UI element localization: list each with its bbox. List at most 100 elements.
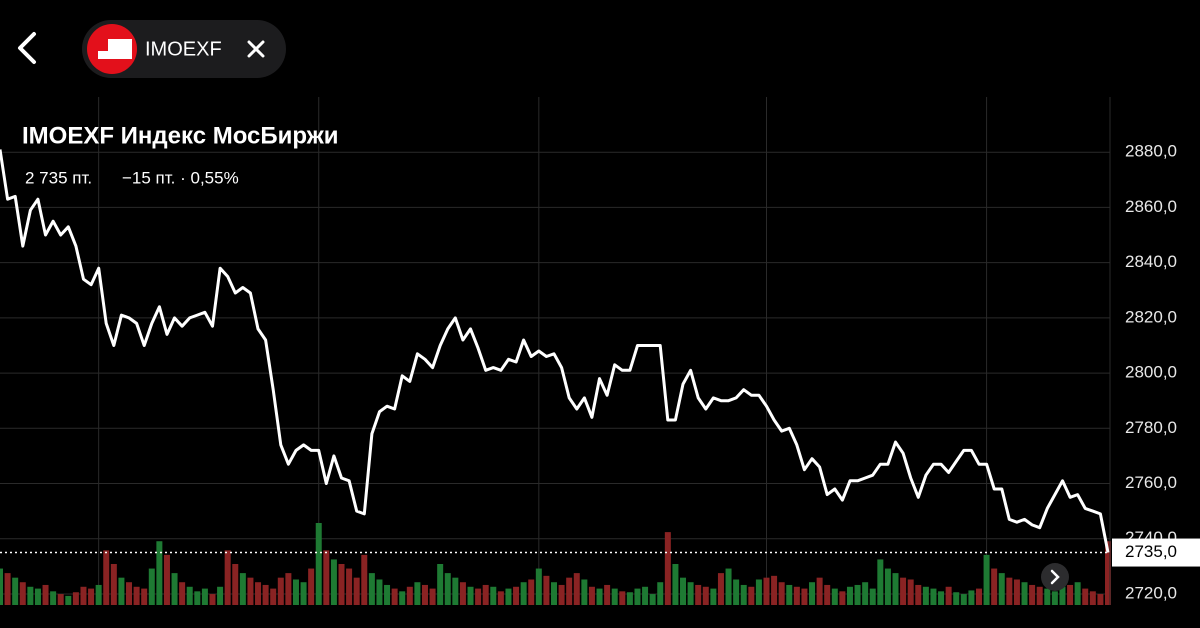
y-tick-label: 2720,0 bbox=[1125, 583, 1177, 602]
volume-bar bbox=[19, 582, 26, 605]
volume-bar bbox=[452, 577, 459, 605]
chart-title: IMOEXF Индекс МосБиржи bbox=[22, 122, 339, 149]
volume-bar bbox=[95, 584, 102, 605]
volume-bar bbox=[103, 550, 110, 605]
volume-bar bbox=[915, 584, 922, 605]
volume-bar bbox=[922, 586, 929, 605]
y-tick-label: 2760,0 bbox=[1125, 473, 1177, 492]
volume-bar bbox=[634, 588, 641, 605]
volume-bar bbox=[391, 588, 398, 605]
volume-bar bbox=[163, 554, 170, 605]
volume-bar bbox=[148, 568, 155, 605]
volume-bar bbox=[80, 586, 87, 605]
volume-bar bbox=[725, 568, 732, 605]
volume-bar bbox=[892, 573, 899, 605]
volume-bar bbox=[717, 573, 724, 605]
volume-bar bbox=[900, 577, 907, 605]
volume-bar bbox=[270, 588, 277, 605]
volume-bar bbox=[444, 573, 451, 605]
volume-bar bbox=[588, 586, 595, 605]
volume-bar bbox=[778, 582, 785, 605]
volume-bar bbox=[801, 588, 808, 605]
volume-bar bbox=[209, 594, 216, 605]
volume-bar bbox=[406, 586, 413, 605]
volume-bar bbox=[353, 577, 360, 605]
volume-bar bbox=[156, 541, 163, 605]
volume-bar bbox=[930, 588, 937, 605]
volume-bar bbox=[1082, 588, 1089, 605]
volume-bar bbox=[300, 582, 307, 605]
x-tick-label: 03 bbox=[309, 625, 328, 628]
volume-bar bbox=[1097, 594, 1104, 605]
volume-bar bbox=[475, 588, 482, 605]
volume-bar bbox=[816, 577, 823, 605]
scroll-button[interactable] bbox=[1041, 563, 1069, 591]
volume-bar bbox=[1067, 584, 1074, 605]
scroll-arrow bbox=[1050, 569, 1060, 585]
volume-bar bbox=[558, 584, 565, 605]
price: 2 735 пт. bbox=[25, 168, 92, 187]
volume-bar bbox=[846, 586, 853, 605]
volume-bar bbox=[945, 586, 952, 605]
plot-area bbox=[0, 97, 1111, 605]
volume-bar bbox=[528, 579, 535, 605]
volume-bar bbox=[224, 550, 231, 605]
volume-bar bbox=[65, 595, 72, 605]
volume-bar bbox=[133, 586, 140, 605]
volume-bar bbox=[1006, 577, 1013, 605]
volume-bar bbox=[983, 554, 990, 605]
volume-bar bbox=[740, 584, 747, 605]
volume-bar bbox=[1089, 591, 1096, 605]
volume-bar bbox=[338, 564, 345, 605]
volume-bar bbox=[1021, 582, 1028, 605]
last-value-box bbox=[1112, 538, 1200, 567]
volume-bar bbox=[657, 582, 664, 605]
volume-bar bbox=[194, 591, 201, 605]
x-tick-label: Окт bbox=[84, 625, 113, 628]
volume-bar bbox=[376, 579, 383, 605]
close-tab[interactable] bbox=[247, 40, 265, 58]
volume-bar bbox=[414, 582, 421, 605]
volume-bar bbox=[88, 588, 95, 605]
volume-bar bbox=[1051, 591, 1058, 605]
ticker-tab[interactable] bbox=[82, 20, 286, 78]
volume-bar bbox=[330, 559, 337, 605]
volume-bar bbox=[748, 586, 755, 605]
volume-bar bbox=[755, 579, 762, 605]
volume-bar bbox=[50, 591, 57, 605]
volume-bar bbox=[551, 582, 557, 605]
volume-bar bbox=[877, 559, 884, 605]
price-change: −15 пт. · 0,55% bbox=[122, 168, 239, 187]
y-tick-label: 2800,0 bbox=[1125, 363, 1177, 382]
x-tick-label: 07 bbox=[529, 625, 548, 628]
volume-bar bbox=[664, 532, 671, 605]
back-button[interactable] bbox=[18, 32, 36, 64]
y-tick-label: 2860,0 bbox=[1125, 197, 1177, 216]
volume-bar bbox=[953, 592, 960, 605]
volume-bar bbox=[384, 584, 391, 605]
volume-bar bbox=[467, 586, 474, 605]
volume-bar bbox=[611, 588, 618, 605]
volume-bar bbox=[34, 588, 41, 605]
volume-bar bbox=[346, 568, 353, 605]
y-tick-label: 2780,0 bbox=[1125, 418, 1177, 437]
volume-bar bbox=[27, 586, 34, 605]
volume-bar bbox=[672, 564, 679, 605]
volume-bar bbox=[1059, 586, 1066, 605]
volume-bar bbox=[315, 523, 322, 605]
volume-bar bbox=[975, 588, 982, 605]
volume-bar bbox=[399, 591, 406, 605]
price-line bbox=[0, 149, 1110, 553]
y-tick-label: 2820,0 bbox=[1125, 307, 1177, 326]
volume-bar bbox=[566, 577, 573, 605]
volume-bar bbox=[907, 579, 914, 605]
volume-bar bbox=[1036, 586, 1043, 605]
logo-flag-cut bbox=[98, 45, 108, 51]
volume-bar bbox=[255, 582, 262, 605]
volume-bar bbox=[368, 573, 375, 605]
volume-bar bbox=[57, 594, 64, 605]
volume-bar bbox=[642, 586, 649, 605]
volume-bar bbox=[649, 594, 656, 605]
volume-bar bbox=[786, 584, 793, 605]
volume-bar bbox=[171, 573, 178, 605]
